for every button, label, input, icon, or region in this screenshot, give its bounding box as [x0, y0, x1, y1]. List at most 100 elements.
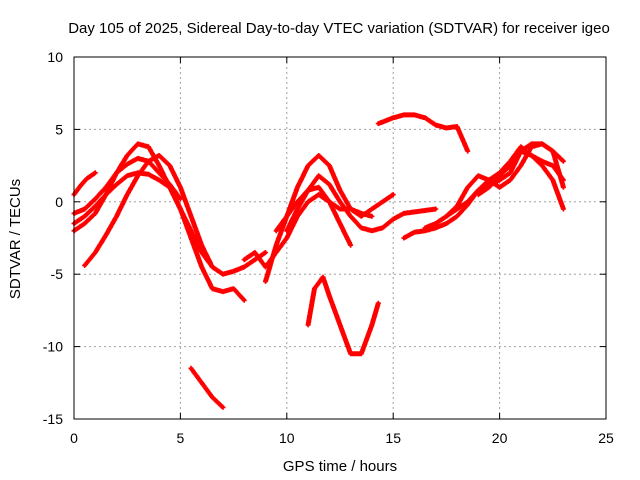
data-point — [551, 149, 555, 153]
data-point — [508, 171, 512, 175]
data-point — [466, 200, 470, 204]
series-track-4 — [71, 141, 247, 303]
plot-frame — [73, 56, 607, 420]
data-point — [551, 164, 555, 168]
data-point — [370, 214, 374, 218]
x-tick-label: 5 — [177, 430, 185, 446]
data-point — [349, 352, 353, 356]
data-point — [221, 272, 225, 276]
y-tick-label: -15 — [43, 411, 63, 427]
data-point — [412, 210, 416, 214]
data-series — [71, 112, 566, 410]
data-point — [232, 287, 236, 291]
x-tick-label: 10 — [279, 430, 295, 446]
data-point — [104, 233, 108, 237]
data-point — [444, 126, 448, 130]
data-point — [157, 164, 161, 168]
data-point — [157, 171, 161, 175]
data-point — [136, 156, 140, 160]
data-point — [93, 204, 97, 208]
y-tick-label: -5 — [51, 266, 64, 282]
series-track-10 — [273, 184, 354, 248]
data-point — [530, 153, 534, 157]
data-point — [83, 214, 87, 218]
data-point — [487, 185, 491, 189]
series-track-11 — [305, 274, 381, 357]
data-point — [402, 211, 406, 215]
data-point — [242, 265, 246, 269]
data-point — [498, 174, 502, 178]
x-axis-label: GPS time / hours — [283, 458, 397, 475]
series-track-16 — [475, 141, 566, 198]
data-point — [540, 142, 544, 146]
data-point — [264, 279, 268, 283]
series-track-15 — [443, 148, 566, 219]
data-point — [115, 171, 119, 175]
axis-ticks: 0 5 10 15 20 25 -15 -10 -5 0 5 10 — [43, 49, 614, 446]
data-point — [157, 178, 161, 182]
data-point — [157, 153, 161, 157]
data-point — [115, 182, 119, 186]
data-point — [466, 185, 470, 189]
data-point — [274, 243, 278, 247]
x-tick-label: 15 — [385, 430, 401, 446]
data-point — [83, 207, 87, 211]
data-point — [391, 193, 395, 197]
series-markers — [375, 112, 471, 154]
data-point — [349, 207, 353, 211]
data-point — [317, 174, 321, 178]
data-point — [370, 323, 374, 327]
data-point — [370, 229, 374, 233]
data-point — [540, 159, 544, 163]
data-point — [93, 250, 97, 254]
data-point — [78, 184, 82, 188]
data-point — [444, 222, 448, 226]
data-point — [519, 149, 523, 153]
series-track-2 — [71, 170, 98, 198]
data-point — [561, 185, 565, 189]
data-point — [285, 236, 289, 240]
data-point — [391, 217, 395, 221]
data-point — [508, 164, 512, 168]
data-point — [125, 174, 129, 178]
data-point — [317, 153, 321, 157]
data-point — [125, 193, 129, 197]
data-point — [306, 164, 310, 168]
data-point — [264, 250, 268, 254]
data-point — [210, 287, 214, 291]
data-point — [381, 226, 385, 230]
data-point — [115, 214, 119, 218]
x-tick-label: 25 — [598, 430, 614, 446]
data-point — [104, 185, 108, 189]
data-point — [434, 222, 438, 226]
data-point — [146, 159, 150, 163]
data-point — [200, 265, 204, 269]
data-point — [412, 113, 416, 117]
data-point — [104, 193, 108, 197]
data-point — [295, 185, 299, 189]
data-point — [376, 122, 380, 126]
data-point — [168, 182, 172, 186]
data-point — [178, 207, 182, 211]
data-point — [434, 123, 438, 127]
data-point — [285, 229, 289, 233]
data-point — [359, 226, 363, 230]
data-point — [221, 290, 225, 294]
data-point — [487, 178, 491, 182]
series-markers — [188, 365, 226, 410]
data-point — [264, 265, 268, 269]
y-tick-label: 0 — [55, 194, 63, 210]
data-point — [189, 236, 193, 240]
y-axis-label: SDTVAR / TECUs — [7, 179, 24, 299]
data-point — [498, 185, 502, 189]
series-track-7 — [241, 192, 375, 270]
data-point — [93, 211, 97, 215]
data-point — [376, 301, 380, 305]
data-point — [338, 207, 342, 211]
data-point — [306, 200, 310, 204]
data-point — [561, 178, 565, 182]
data-point — [189, 366, 193, 370]
data-point — [210, 395, 214, 399]
data-point — [200, 243, 204, 247]
